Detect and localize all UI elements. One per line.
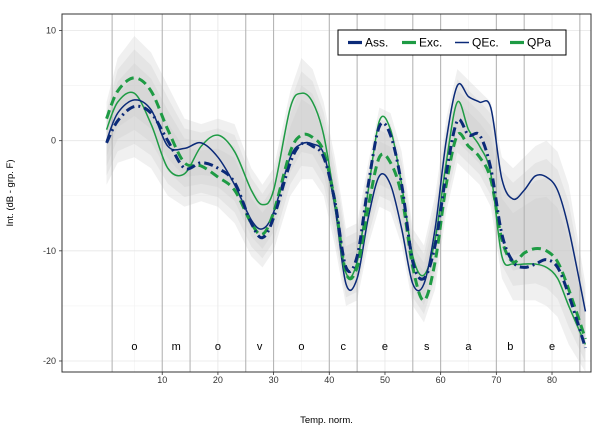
x-axis-ticks: 10 20 30 40 50 60 70 80 — [157, 372, 557, 385]
segment-label: e — [382, 341, 388, 353]
y-tick-label: 0 — [51, 136, 56, 146]
confidence-band — [106, 77, 586, 343]
x-tick-label: 70 — [491, 375, 501, 385]
legend-label: QPa — [527, 36, 551, 50]
x-tick-label: 10 — [157, 375, 167, 385]
x-tick-label: 20 — [213, 375, 223, 385]
plot-border — [61, 13, 592, 373]
y-axis-title: Int. (dB - grp. F) — [5, 159, 16, 226]
segment-label: a — [465, 341, 472, 353]
y-tick-label: 10 — [46, 26, 56, 36]
segment-label: v — [257, 341, 263, 353]
x-tick-label: 30 — [269, 375, 279, 385]
legend-label: QEc. — [472, 36, 499, 50]
segment-label: o — [298, 341, 304, 353]
series-line-ass — [105, 104, 587, 349]
x-axis-title: Temp. norm. — [300, 415, 353, 426]
legend-box — [337, 29, 567, 56]
x-tick-label: 40 — [324, 375, 334, 385]
legend-label: Ass. — [365, 36, 388, 50]
x-tick-label: 60 — [436, 375, 446, 385]
plot-background — [61, 13, 592, 373]
y-tick-label: -20 — [43, 356, 56, 366]
segment-label: e — [549, 341, 555, 353]
segment-label: m — [172, 341, 181, 353]
segment-label: s — [424, 341, 430, 353]
segment-label: o — [215, 341, 221, 353]
segment-boundaries — [111, 14, 581, 372]
legend-items: Ass. Exc. QEc. QPa — [348, 36, 551, 50]
y-tick-label: -10 — [43, 246, 56, 256]
legend-label: Exc. — [419, 36, 442, 50]
series-line-qec — [105, 83, 587, 312]
segment-label: b — [507, 341, 513, 353]
segment-label: o — [131, 341, 137, 353]
confidence-band — [106, 49, 586, 363]
series-lines — [105, 76, 587, 349]
confidence-band — [106, 63, 586, 353]
x-tick-label: 50 — [380, 375, 390, 385]
y-axis-ticks: -20 -10 0 10 — [43, 26, 62, 366]
segment-label: c — [340, 341, 346, 353]
series-line-qpa — [105, 91, 587, 345]
legend: Ass. Exc. QEc. QPa — [337, 29, 567, 56]
x-tick-label: 80 — [547, 375, 557, 385]
